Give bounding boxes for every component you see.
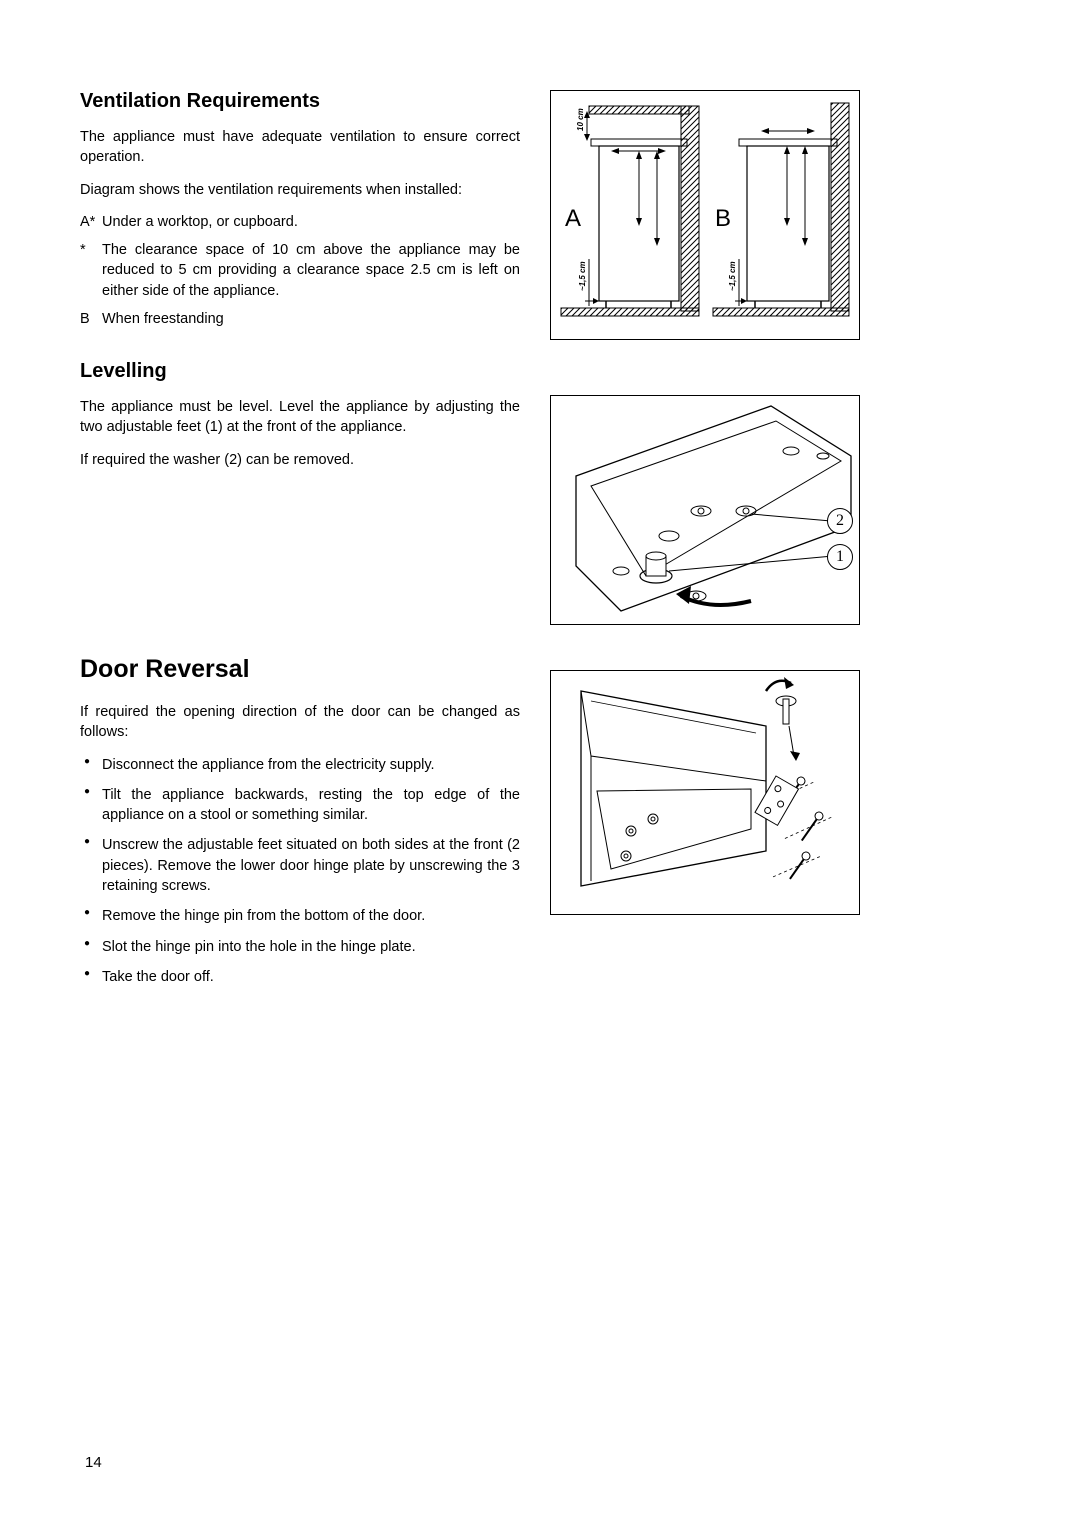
levelling-diagram-column: 2 1: [550, 360, 1010, 625]
diagram-levelling: 2 1: [550, 395, 860, 625]
row-b-label: B: [80, 309, 102, 329]
bullet-6: Take the door off.: [80, 967, 520, 987]
diagram-label-a: A: [565, 205, 581, 232]
bullet-2: Tilt the appliance backwards, resting th…: [80, 785, 520, 826]
row-star-text: The clearance space of 10 cm above the a…: [102, 240, 520, 301]
svg-text:~1,5 cm: ~1,5 cm: [728, 261, 737, 291]
row-star: * The clearance space of 10 cm above the…: [80, 240, 520, 301]
page-content: Ventilation Requirements The appliance m…: [80, 90, 1010, 997]
callout-2: 2: [827, 508, 853, 534]
bullet-4: Remove the hinge pin from the bottom of …: [80, 906, 520, 926]
levelling-p2: If required the washer (2) can be remove…: [80, 450, 520, 470]
heading-levelling: Levelling: [80, 360, 520, 383]
diagram-ventilation: 10 cm ~1,5 cm A: [550, 90, 860, 340]
heading-door-reversal: Door Reversal: [80, 655, 520, 684]
ventilation-p2: Diagram shows the ventilation requiremen…: [80, 180, 520, 200]
section-ventilation: Ventilation Requirements The appliance m…: [80, 90, 1010, 340]
bullet-5: Slot the hinge pin into the hole in the …: [80, 937, 520, 957]
row-b: B When freestanding: [80, 309, 520, 329]
ventilation-diagram-column: 10 cm ~1,5 cm A: [550, 90, 1010, 340]
row-star-label: *: [80, 240, 102, 301]
section-levelling: Levelling The appliance must be level. L…: [80, 360, 1010, 625]
row-a-label: A*: [80, 212, 102, 232]
ventilation-text-column: Ventilation Requirements The appliance m…: [80, 90, 520, 340]
svg-text:10 cm: 10 cm: [576, 108, 585, 131]
callout-1: 1: [827, 544, 853, 570]
diagram-label-b: B: [715, 205, 731, 232]
row-a-text: Under a worktop, or cupboard.: [102, 212, 520, 232]
row-a: A* Under a worktop, or cupboard.: [80, 212, 520, 232]
door-reversal-text-column: Door Reversal If required the opening di…: [80, 655, 520, 997]
levelling-p1: The appliance must be level. Level the a…: [80, 397, 520, 438]
levelling-text-column: Levelling The appliance must be level. L…: [80, 360, 520, 625]
bullet-1: Disconnect the appliance from the electr…: [80, 755, 520, 775]
diagram-door-reversal: [550, 670, 860, 915]
door-reversal-diagram-column: [550, 655, 1010, 997]
door-reversal-intro: If required the opening direction of the…: [80, 702, 520, 743]
door-reversal-svg: [551, 671, 861, 916]
ventilation-svg: 10 cm ~1,5 cm A: [551, 91, 861, 341]
ventilation-p1: The appliance must have adequate ventila…: [80, 127, 520, 168]
svg-text:~1,5 cm: ~1,5 cm: [578, 261, 587, 291]
heading-ventilation: Ventilation Requirements: [80, 90, 520, 113]
page-number: 14: [85, 1454, 102, 1471]
bullet-3: Unscrew the adjustable feet situated on …: [80, 835, 520, 896]
door-reversal-list: Disconnect the appliance from the electr…: [80, 755, 520, 988]
section-door-reversal: Door Reversal If required the opening di…: [80, 655, 1010, 997]
levelling-svg: [551, 396, 861, 626]
row-b-text: When freestanding: [102, 309, 520, 329]
